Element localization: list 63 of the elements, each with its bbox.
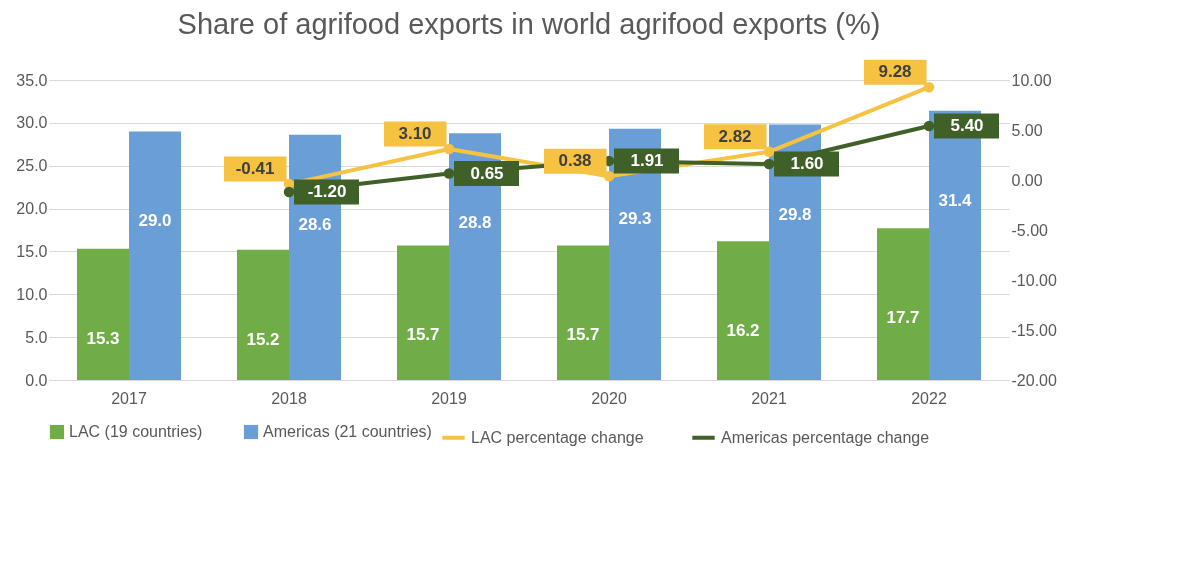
data-label: 0.38 <box>558 151 592 171</box>
legend-label: LAC (19 countries) <box>69 423 203 440</box>
y2-tick-label: -20.00 <box>1011 371 1057 389</box>
bar <box>877 228 929 380</box>
data-label: 15.2 <box>246 329 280 349</box>
bar <box>129 131 181 380</box>
bar <box>237 249 289 380</box>
data-label: 1.60 <box>790 154 824 173</box>
x-tick-label: 2022 <box>911 389 947 407</box>
y-tick-label: 0.0 <box>25 371 48 389</box>
data-label: 28.6 <box>298 214 332 234</box>
bar <box>717 241 769 380</box>
y-tick-label: 5.0 <box>25 328 48 346</box>
data-label: -0.41 <box>235 159 275 179</box>
x-tick-label: 2019 <box>431 389 467 407</box>
y2-tick-label: -15.00 <box>1011 321 1057 339</box>
data-label: 15.7 <box>406 325 440 345</box>
legend-label: LAC percentage change <box>471 428 644 446</box>
legend-label: Americas percentage change <box>721 428 930 446</box>
data-label: 28.8 <box>458 213 492 233</box>
point <box>443 143 455 155</box>
data-label: 2.82 <box>718 126 752 146</box>
y-tick-label: 35.0 <box>16 71 48 89</box>
y-tick-label: 25.0 <box>16 157 48 175</box>
y2-tick-label: 10.00 <box>1011 71 1052 89</box>
bar <box>397 245 449 380</box>
data-label: 9.28 <box>878 62 912 82</box>
data-label: 29.0 <box>138 211 172 231</box>
data-label: 0.65 <box>470 163 504 183</box>
chart-title: Share of agrifood exports in world agrifood exports (%) <box>177 7 881 40</box>
data-label: 29.3 <box>618 208 652 228</box>
point <box>763 146 775 158</box>
y-tick-label: 30.0 <box>16 114 48 132</box>
point <box>603 170 615 182</box>
y-tick-label: 15.0 <box>16 242 48 260</box>
data-label: 15.3 <box>86 328 120 348</box>
y-tick-label: 10.0 <box>16 285 48 303</box>
data-label: 31.4 <box>938 190 973 210</box>
data-label: 29.8 <box>778 204 812 224</box>
point <box>763 158 775 170</box>
y-tick-label: 20.0 <box>16 200 48 218</box>
y2-tick-label: 0.00 <box>1011 171 1043 189</box>
y2-tick-label: -10.00 <box>1011 271 1057 289</box>
point <box>923 120 935 132</box>
bar <box>77 248 129 380</box>
x-tick-label: 2017 <box>111 389 147 407</box>
point <box>283 186 295 198</box>
point <box>923 81 935 93</box>
data-label: 17.7 <box>886 308 920 328</box>
data-label: 15.7 <box>566 325 600 345</box>
x-tick-label: 2018 <box>271 389 307 407</box>
y2-tick-label: 5.00 <box>1011 121 1043 139</box>
data-label: -1.20 <box>307 182 347 201</box>
x-tick-label: 2020 <box>591 389 627 407</box>
legend-label: Americas (21 countries) <box>263 423 432 440</box>
data-label: 3.10 <box>398 124 432 143</box>
point <box>443 168 455 179</box>
x-tick-label: 2021 <box>751 389 787 407</box>
data-label: 16.2 <box>726 321 760 341</box>
y2-tick-label: -5.00 <box>1011 221 1049 239</box>
data-label: 5.40 <box>950 116 984 135</box>
bar <box>557 245 609 380</box>
data-label: 1.91 <box>630 150 664 170</box>
